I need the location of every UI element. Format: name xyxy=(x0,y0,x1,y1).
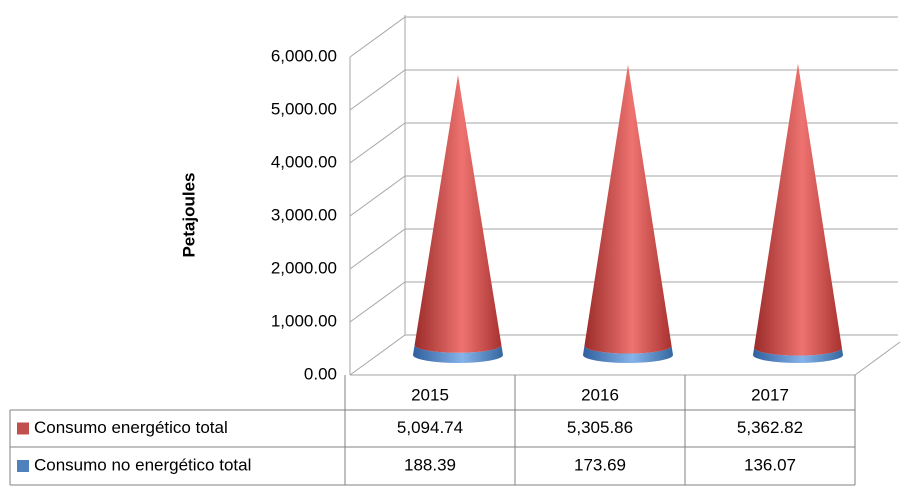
y-axis-label: Petajoules xyxy=(179,172,198,257)
cone-segment xyxy=(584,64,672,354)
legend-label: Consumo energético total xyxy=(34,418,228,437)
grid-line xyxy=(349,16,898,58)
table-value: 5,094.74 xyxy=(397,418,463,437)
legend-swatch xyxy=(17,460,29,472)
grid-line xyxy=(349,281,898,323)
y-tick-label: 6,000.00 xyxy=(271,46,337,65)
cone-segment xyxy=(753,347,843,363)
x-tick-label: 2016 xyxy=(581,385,619,404)
grid-line xyxy=(349,334,898,376)
x-tick-label: 2015 xyxy=(411,385,449,404)
grid-line xyxy=(349,69,898,111)
table-value: 136.07 xyxy=(744,455,796,474)
y-tick-label: 2,000.00 xyxy=(271,258,337,277)
legend-label: Consumo no energético total xyxy=(34,455,251,474)
y-tick-label: 1,000.00 xyxy=(271,311,337,330)
legend-swatch xyxy=(17,422,29,435)
y-tick-label: 5,000.00 xyxy=(271,99,337,118)
grid-line xyxy=(349,122,898,164)
grid-line xyxy=(349,175,898,217)
grid-line xyxy=(349,228,898,270)
table-value: 188.39 xyxy=(404,455,456,474)
table-value: 5,362.82 xyxy=(737,418,803,437)
x-tick-label: 2017 xyxy=(751,385,789,404)
table-grid xyxy=(9,375,856,486)
y-tick-label: 4,000.00 xyxy=(271,152,337,171)
y-tick-label: 3,000.00 xyxy=(271,205,337,224)
table-value: 5,305.86 xyxy=(567,418,633,437)
cone-segment xyxy=(754,63,842,356)
cone-segment xyxy=(413,345,503,363)
table-value: 173.69 xyxy=(574,455,626,474)
cone-segment xyxy=(583,345,673,363)
cone-segment xyxy=(414,74,502,353)
y-tick-label: 0.00 xyxy=(304,364,337,383)
